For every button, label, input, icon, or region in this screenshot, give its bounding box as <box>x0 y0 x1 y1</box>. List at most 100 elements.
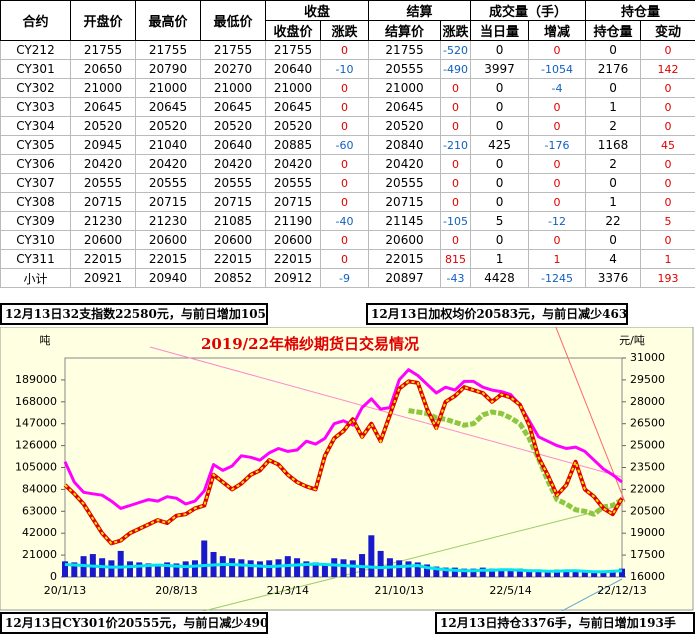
cell: 1 <box>640 249 695 269</box>
cell: 20852 <box>200 268 266 288</box>
header-cell: 开盘价 <box>70 0 136 41</box>
cell: 21040 <box>135 135 201 155</box>
header-cell: 持仓量 <box>585 0 695 21</box>
header-cell: 收盘 <box>264 0 370 21</box>
bar <box>340 559 347 577</box>
header-cell: 收盘价 <box>265 20 321 41</box>
cell: 21190 <box>265 211 321 231</box>
y2-tick-label: 28000 <box>630 395 665 408</box>
chart-title: 2019/22年棉纱期货日交易情况 <box>201 335 419 353</box>
note: 12月13日持仓3376手，与前日增加193手 <box>435 612 695 634</box>
cell: 2 <box>585 154 642 174</box>
cell: CY310 <box>0 230 71 250</box>
bar <box>489 568 496 577</box>
cell: 20645 <box>200 97 266 117</box>
bar <box>396 560 403 577</box>
cell: 0 <box>585 40 642 60</box>
cell: CY304 <box>0 116 71 136</box>
bar <box>62 561 68 577</box>
cell: 21755 <box>265 40 321 60</box>
pointer-line <box>149 346 623 478</box>
cell: 0 <box>470 173 530 193</box>
cell: -490 <box>440 59 472 79</box>
bar <box>600 571 607 577</box>
cell: CY303 <box>0 97 71 117</box>
series-line <box>408 408 624 517</box>
bar <box>164 562 171 577</box>
cell: 20520 <box>70 116 136 136</box>
cell: 0 <box>640 192 695 212</box>
bar <box>433 566 440 577</box>
cell: 20520 <box>200 116 266 136</box>
header-cell: 结算价 <box>368 20 442 41</box>
y2-tick-label: 20500 <box>630 504 665 517</box>
cell: 0 <box>528 173 587 193</box>
bar <box>331 558 338 577</box>
cell: 0 <box>440 173 472 193</box>
cell: 20555 <box>135 173 201 193</box>
cell: 20790 <box>135 59 201 79</box>
bar <box>117 550 124 577</box>
cell: 0 <box>319 173 370 193</box>
cell: 21145 <box>368 211 442 231</box>
bar <box>609 571 616 577</box>
cell: 20420 <box>70 154 136 174</box>
bar <box>182 561 189 577</box>
cell: 0 <box>640 97 695 117</box>
bar <box>173 563 180 577</box>
cell: -9 <box>319 268 370 288</box>
plot-area <box>64 357 623 578</box>
cell: 20645 <box>265 97 321 117</box>
cell: 20420 <box>200 154 266 174</box>
cell: 0 <box>528 40 587 60</box>
table-row: CY306 20420 20420 20420 20420 0 20420 0 0 0 2 0 <box>0 154 695 174</box>
y-tick-label: 168000 <box>15 395 57 408</box>
cell: 2 <box>585 116 642 136</box>
header-cell: 合约 <box>0 0 71 41</box>
cell: 20600 <box>368 230 442 250</box>
cell: 21230 <box>70 211 136 231</box>
cell: 3997 <box>470 59 530 79</box>
cell: 20555 <box>70 173 136 193</box>
x-tick-label: 21/3/14 <box>267 584 309 597</box>
cell: CY302 <box>0 78 71 98</box>
table-row: CY212 21755 21755 21755 21755 0 21755 -520 0 0 0 0 <box>0 40 695 60</box>
y-tick-label: 63000 <box>22 504 57 517</box>
cell: 0 <box>319 116 370 136</box>
bar <box>238 559 245 577</box>
table-row: CY307 20555 20555 20555 20555 0 20555 0 0 0 0 0 <box>0 173 695 193</box>
table-row: CY310 20600 20600 20600 20600 0 20600 0 0 0 0 0 <box>0 230 695 250</box>
cell: 425 <box>470 135 530 155</box>
cell: 小计 <box>0 268 71 288</box>
cell: 0 <box>585 78 642 98</box>
cell: 20945 <box>70 135 136 155</box>
cell: 22015 <box>135 249 201 269</box>
bar <box>349 560 356 577</box>
cell: 20897 <box>368 268 442 288</box>
cell: 22015 <box>265 249 321 269</box>
cell: 20420 <box>368 154 442 174</box>
bar <box>219 556 226 577</box>
y-tick-label: 84000 <box>22 482 57 495</box>
cell: CY212 <box>0 40 71 60</box>
cell: 0 <box>440 192 472 212</box>
cell: 0 <box>640 40 695 60</box>
bar <box>554 569 561 577</box>
cell: 0 <box>640 154 695 174</box>
table-row: CY301 20650 20790 20270 20640 -10 20555 -490 399… <box>0 59 695 79</box>
header-cell: 当日量 <box>470 20 530 41</box>
bar <box>572 571 579 577</box>
bar <box>544 570 551 577</box>
cell: 20715 <box>200 192 266 212</box>
cell: CY305 <box>0 135 71 155</box>
header-cell: 涨跌 <box>440 20 472 41</box>
cell: 20921 <box>70 268 136 288</box>
cell: 4 <box>585 249 642 269</box>
y2-tick-label: 29500 <box>630 373 665 386</box>
cell: CY301 <box>0 59 71 79</box>
cell: 20640 <box>200 135 266 155</box>
cell: 21755 <box>368 40 442 60</box>
bar <box>442 567 449 577</box>
cell: 20645 <box>70 97 136 117</box>
cell: 22015 <box>200 249 266 269</box>
